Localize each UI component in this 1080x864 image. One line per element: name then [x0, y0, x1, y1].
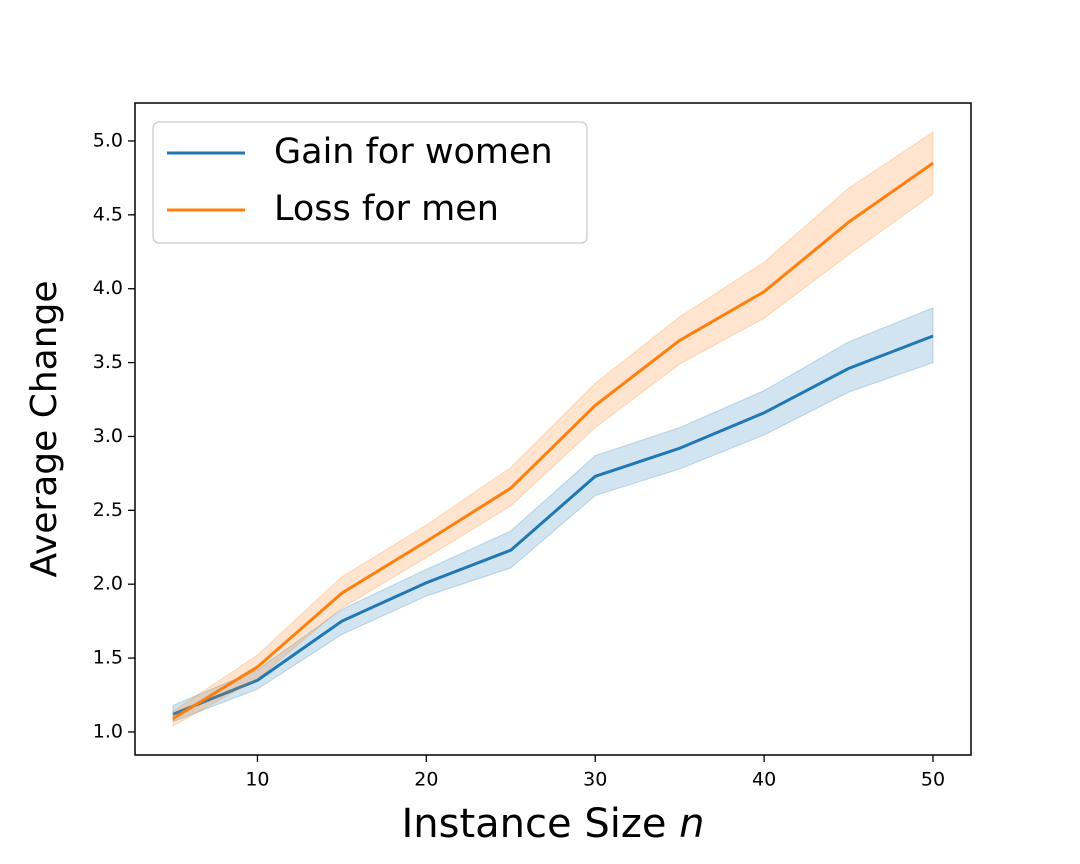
y-tick-label: 1.0 [93, 720, 123, 742]
plot-frame [134, 102, 972, 756]
y-tick-label: 1.5 [93, 647, 123, 669]
x-tick-label: 40 [752, 769, 776, 791]
series-line [172, 161, 934, 720]
legend-label: Gain for women [274, 132, 553, 172]
x-tick-label: 20 [414, 769, 438, 791]
legend: Gain for women Loss for men [152, 121, 588, 244]
x-label-var: n [679, 801, 704, 847]
series-line [172, 334, 934, 716]
y-tick-label: 3.5 [93, 351, 123, 373]
y-tick-label: 5.0 [93, 129, 123, 151]
y-tick-label: 3.0 [93, 425, 123, 447]
y-tick-label: 2.0 [93, 573, 123, 595]
legend-label: Loss for men [274, 189, 499, 229]
confidence-band [172, 131, 934, 727]
x-axis-label: Instance Size n [401, 801, 704, 847]
legend-box [152, 121, 588, 244]
x-tick-label: 50 [921, 769, 945, 791]
y-tick-label: 4.5 [93, 203, 123, 225]
x-label-text: Instance Size [401, 801, 666, 847]
y-tick-label: 4.0 [93, 277, 123, 299]
y-axis-label: Average Change [24, 280, 65, 577]
x-tick-label: 10 [245, 769, 269, 791]
x-tick-label: 30 [583, 769, 607, 791]
y-tick-label: 2.5 [93, 499, 123, 521]
